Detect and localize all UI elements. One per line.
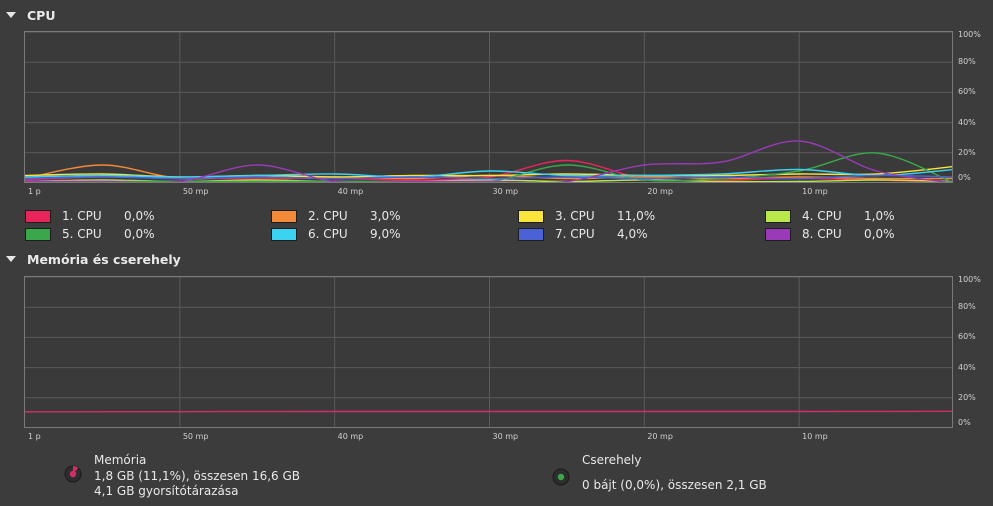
y-tick-label: 60%: [958, 87, 976, 97]
collapse-triangle-icon: [6, 12, 16, 18]
cpu-usage-value: 0,0%: [864, 227, 895, 241]
cpu-name-label: 7. CPU: [555, 227, 595, 241]
cpu-legend-item[interactable]: 2. CPU 3,0%: [271, 208, 401, 224]
cpu-legend-item[interactable]: 4. CPU 1,0%: [765, 208, 895, 224]
cpu-usage-value: 9,0%: [370, 227, 401, 241]
cpu-color-swatch[interactable]: [25, 209, 51, 223]
cpu-legend-item[interactable]: 7. CPU 4,0%: [518, 226, 648, 242]
x-tick-label: 50 mp: [182, 432, 209, 441]
cpu-color-swatch[interactable]: [25, 227, 51, 241]
memory-y-axis: 100% 80% 60% 40% 20% 0%: [958, 275, 992, 428]
y-tick-label: 20%: [958, 392, 976, 402]
swap-pie-icon[interactable]: [551, 467, 571, 487]
memory-usage: 1,8 GB (11,1%), összesen 16,6 GB: [94, 468, 301, 483]
x-tick-label: 20 mp: [647, 432, 673, 441]
x-tick-label: 10 mp: [802, 187, 828, 196]
y-tick-label: 40%: [958, 117, 976, 127]
memory-chart-svg: [25, 277, 952, 427]
cpu-color-swatch[interactable]: [518, 209, 544, 223]
cpu-legend-item[interactable]: 8. CPU 0,0%: [765, 226, 895, 242]
cpu-name-label: 4. CPU: [802, 209, 842, 223]
x-tick-label: 1 p: [28, 187, 41, 196]
cpu-color-swatch[interactable]: [518, 227, 544, 241]
series-line-6-cpu: [25, 168, 952, 178]
y-tick-label: 0%: [958, 418, 971, 427]
cpu-usage-value: 0,0%: [124, 227, 155, 241]
memory-label: Memória: [94, 453, 147, 467]
y-tick-label: 100%: [958, 275, 981, 284]
cpu-usage-value: 3,0%: [370, 209, 401, 223]
y-tick-label: 100%: [958, 30, 981, 39]
swap-label: Cserehely: [582, 453, 642, 467]
cpu-name-label: 5. CPU: [62, 227, 102, 241]
cpu-legend-item[interactable]: 5. CPU 0,0%: [25, 226, 155, 242]
cpu-history-graph: [24, 31, 953, 183]
cpu-section-title: CPU: [27, 7, 56, 23]
y-tick-label: 20%: [958, 147, 976, 157]
cpu-name-label: 3. CPU: [555, 209, 595, 223]
y-tick-label: 0%: [958, 173, 971, 182]
memory-section-header[interactable]: Memória és cserehely: [6, 250, 181, 268]
memory-info: Memória 1,8 GB (11,1%), összesen 16,6 GB…: [94, 453, 300, 500]
cpu-name-label: 2. CPU: [308, 209, 348, 223]
cpu-name-label: 8. CPU: [802, 227, 842, 241]
y-tick-label: 60%: [958, 332, 976, 342]
x-tick-label: 20 mp: [647, 187, 673, 196]
series-line-7-cpu: [25, 174, 952, 180]
cpu-color-swatch[interactable]: [765, 209, 791, 223]
x-tick-label: 40 mp: [337, 432, 364, 441]
memory-cache: 4,1 GB gyorsítótárazása: [94, 484, 239, 498]
cpu-usage-value: 4,0%: [617, 227, 648, 241]
cpu-legend-item[interactable]: 3. CPU 11,0%: [518, 208, 655, 224]
x-tick-label: 30 mp: [492, 432, 519, 441]
memory-pie-icon[interactable]: [63, 464, 83, 484]
y-tick-label: 40%: [958, 362, 976, 372]
cpu-color-swatch[interactable]: [765, 227, 791, 241]
cpu-color-swatch[interactable]: [271, 209, 297, 223]
cpu-name-label: 6. CPU: [308, 227, 348, 241]
cpu-usage-value: 11,0%: [617, 209, 656, 223]
collapse-triangle-icon: [6, 256, 16, 262]
cpu-chart-svg: [25, 32, 952, 182]
memory-history-graph: [24, 276, 953, 428]
cpu-usage-value: 1,0%: [864, 209, 895, 223]
y-tick-label: 80%: [958, 302, 976, 312]
cpu-legend-item[interactable]: 6. CPU 9,0%: [271, 226, 401, 242]
series-line-8-cpu: [25, 140, 952, 182]
cpu-legend-item[interactable]: 1. CPU 0,0%: [25, 208, 155, 224]
x-tick-label: 10 mp: [802, 432, 828, 441]
memory-section-title: Memória és cserehely: [27, 251, 181, 267]
cpu-usage-value: 0,0%: [124, 209, 155, 223]
cpu-section-header[interactable]: CPU: [6, 6, 56, 24]
cpu-name-label: 1. CPU: [62, 209, 102, 223]
memory-x-axis: 1 p 50 mp 40 mp 30 mp 20 mp 10 mp: [24, 432, 964, 444]
x-tick-label: 50 mp: [182, 187, 209, 196]
y-tick-label: 80%: [958, 57, 976, 67]
x-tick-label: 1 p: [28, 432, 41, 441]
x-tick-label: 30 mp: [492, 187, 519, 196]
x-tick-label: 40 mp: [337, 187, 364, 196]
cpu-color-swatch[interactable]: [271, 227, 297, 241]
swap-usage: 0 bájt (0,0%), összesen 2,1 GB: [582, 477, 767, 492]
cpu-y-axis: 100% 80% 60% 40% 20% 0%: [958, 30, 992, 183]
cpu-x-axis: 1 p 50 mp 40 mp 30 mp 20 mp 10 mp: [24, 187, 964, 199]
swap-info: Cserehely 0 bájt (0,0%), összesen 2,1 GB: [582, 453, 767, 493]
